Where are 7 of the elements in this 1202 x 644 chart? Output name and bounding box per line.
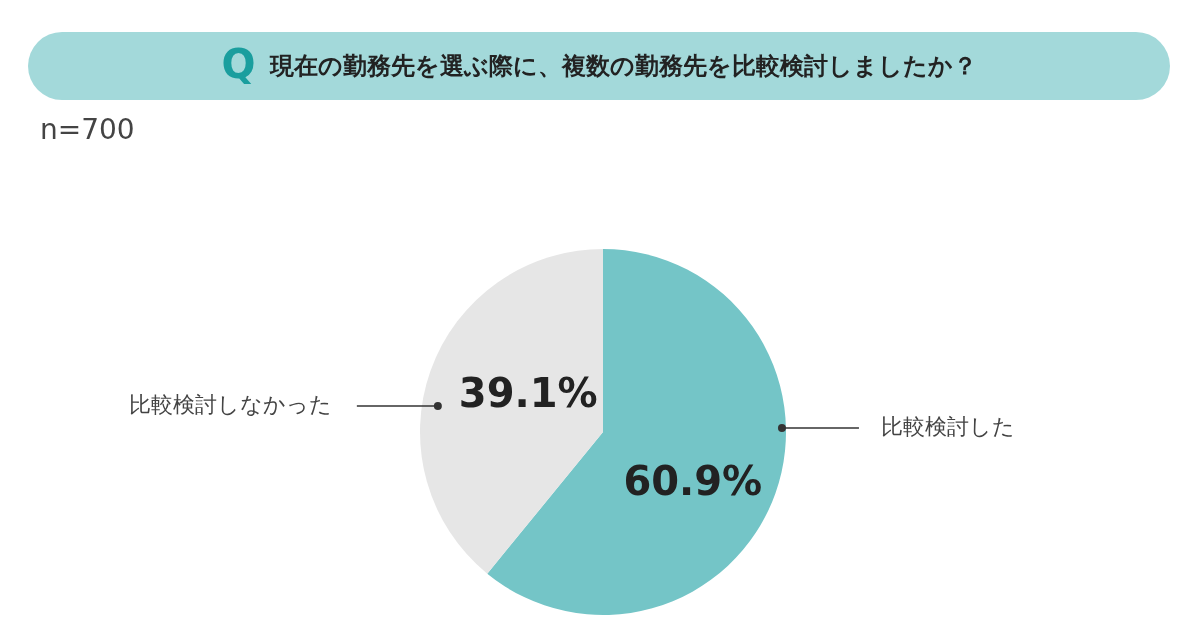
slice-label: 比較検討した	[880, 414, 1015, 439]
slice-label: 比較検討しなかった	[128, 392, 332, 417]
data-label: 60.9%	[623, 457, 763, 504]
text: n=700	[40, 113, 135, 146]
data-label: 39.1%	[458, 370, 598, 417]
chart-title: Q 現在の勤務先を選ぶ際に、複数の勤務先を比較検討しましたか？	[221, 41, 977, 87]
pie-slice	[420, 249, 603, 574]
